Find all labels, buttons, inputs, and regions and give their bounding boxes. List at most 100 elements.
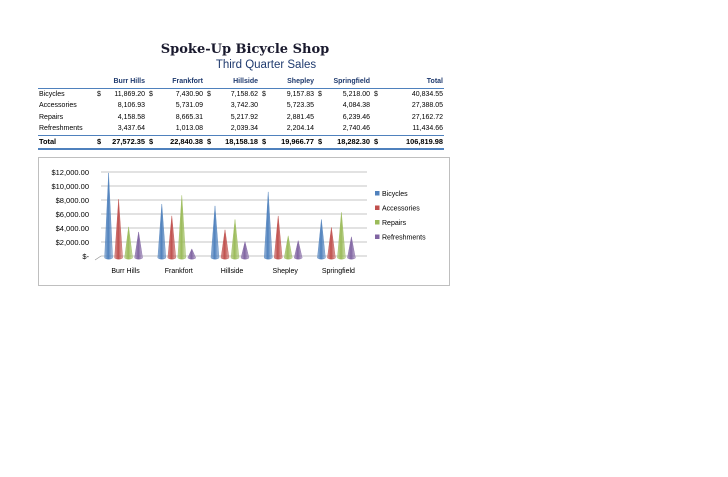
value-cell: 22,840.38 — [156, 134, 204, 150]
sales-table: Burr Hills Frankfort Hillside Shepley Sp… — [38, 76, 444, 150]
currency-symbol — [204, 100, 214, 112]
value-cell: 4,158.58 — [117, 113, 145, 121]
header-cell — [146, 76, 156, 89]
bar-bicycles-springfield — [317, 219, 326, 260]
value-cell: 5,218.00 — [342, 90, 370, 98]
value-cell: 11,434.66 — [412, 125, 443, 133]
legend-label: Accessories — [382, 206, 420, 213]
currency-symbol: $ — [97, 90, 101, 98]
currency-symbol — [371, 123, 381, 135]
currency-symbol — [371, 100, 381, 112]
value-cell: 7,158.62 — [230, 90, 258, 98]
currency-symbol: $ — [315, 134, 325, 150]
header-cell — [259, 76, 269, 89]
header-total: Total — [381, 76, 444, 89]
value-cell: 106,819.98 — [381, 134, 444, 150]
currency-symbol: $ — [259, 134, 269, 150]
currency-symbol — [146, 112, 156, 124]
bar-bicycles-shepley — [263, 191, 273, 260]
table-row: Accessories 8,106.93 5,731.09 3,742.30 5,723… — [38, 100, 444, 112]
value-cell: 2,039.34 — [230, 125, 258, 133]
bar-repairs-hillside — [230, 219, 240, 260]
currency-symbol: $ — [149, 90, 153, 98]
x-tick-label: Frankfort — [165, 268, 193, 275]
y-tick-label: $2,000.00 — [56, 238, 89, 247]
currency-symbol — [146, 123, 156, 135]
value-cell: 1,013.08 — [175, 125, 203, 133]
legend-label: Bicycles — [382, 191, 408, 198]
x-tick-label: Shepley — [273, 268, 299, 275]
legend-swatch — [375, 234, 380, 239]
currency-symbol: $ — [94, 134, 104, 150]
bar-accessories-shepley — [273, 215, 283, 260]
value-cell: 11,869.20 — [114, 90, 145, 98]
axis-depth-line — [94, 255, 102, 261]
bar-repairs-frankfort — [177, 195, 187, 260]
legend-swatch — [375, 191, 380, 196]
bar-refreshments-frankfort — [187, 248, 197, 260]
bar-refreshments-shepley — [293, 240, 303, 260]
currency-symbol: $ — [204, 134, 214, 150]
sheet-subtitle: Third Quarter Sales — [215, 59, 317, 71]
currency-symbol — [94, 123, 104, 135]
sales-chart: $- $2,000.00 $4,000.00 $6,000.00 $8,000.00 $1… — [38, 157, 450, 286]
row-label: Total — [38, 134, 94, 150]
row-label: Refreshments — [39, 125, 83, 133]
currency-symbol — [315, 112, 325, 124]
value-cell: 9,157.83 — [286, 90, 314, 98]
value-cell: 6,239.46 — [342, 113, 370, 121]
bar-refreshments-hillside — [240, 241, 250, 260]
currency-symbol — [94, 100, 104, 112]
value-cell: 8,106.93 — [117, 102, 145, 110]
bar-repairs-springfield — [337, 212, 346, 260]
y-tick-label: $12,000.00 — [51, 168, 89, 177]
currency-symbol — [204, 112, 214, 124]
header-cell — [94, 76, 104, 89]
currency-symbol — [315, 123, 325, 135]
bar-accessories-frankfort — [167, 215, 177, 260]
bar-bicycles-frankfort — [157, 203, 167, 260]
value-cell: 18,282.30 — [325, 134, 371, 150]
header-cell — [315, 76, 325, 89]
value-cell: 2,204.14 — [286, 125, 314, 133]
row-label: Accessories — [39, 102, 77, 110]
bar-repairs-shepley — [283, 235, 293, 260]
value-cell: 40,834.55 — [411, 90, 443, 98]
bar-accessories-burr-hills — [114, 199, 123, 260]
bar-accessories-hillside — [220, 229, 230, 260]
header-burr-hills: Burr Hills — [104, 76, 146, 89]
header-shepley: Shepley — [269, 76, 315, 89]
bar-repairs-burr-hills — [124, 226, 133, 260]
header-cell — [371, 76, 381, 89]
row-label: Repairs — [39, 113, 64, 121]
currency-symbol — [94, 112, 104, 124]
y-tick-label: $10,000.00 — [51, 182, 89, 191]
currency-symbol — [259, 123, 269, 135]
currency-symbol — [259, 112, 269, 124]
header-cell — [38, 76, 94, 89]
table-row: Repairs 4,158.58 8,665.31 5,217.92 2,881.45 6… — [38, 112, 444, 124]
y-tick-label: $6,000.00 — [56, 210, 89, 219]
legend-swatch — [375, 220, 380, 225]
currency-symbol: $ — [207, 90, 211, 98]
y-tick-label: $- — [82, 252, 89, 261]
bar-bicycles-burr-hills — [104, 172, 113, 260]
y-tick-label: $4,000.00 — [56, 224, 89, 233]
header-frankfort: Frankfort — [156, 76, 204, 89]
currency-symbol — [146, 100, 156, 112]
value-cell: 2,740.46 — [342, 125, 370, 133]
value-cell: 3,437.64 — [117, 125, 145, 133]
value-cell: 5,731.09 — [175, 102, 203, 110]
currency-symbol — [371, 112, 381, 124]
x-tick-label: Springfield — [322, 268, 355, 275]
value-cell: 5,723.35 — [286, 102, 314, 110]
value-cell: 2,881.45 — [286, 113, 314, 121]
table-row: Bicycles $11,869.20 $7,430.90 $7,158.62 $9,1… — [38, 88, 444, 100]
value-cell: 27,572.35 — [104, 134, 146, 150]
table-row: Refreshments 3,437.64 1,013.08 2,039.34 2,20… — [38, 123, 444, 135]
total-row: Total $27,572.35 $22,840.38 $18,158.18 $19,9… — [38, 134, 444, 150]
legend-label: Repairs — [382, 220, 407, 227]
currency-symbol: $ — [318, 90, 322, 98]
currency-symbol: $ — [371, 134, 381, 150]
x-tick-label: Hillside — [221, 268, 244, 275]
